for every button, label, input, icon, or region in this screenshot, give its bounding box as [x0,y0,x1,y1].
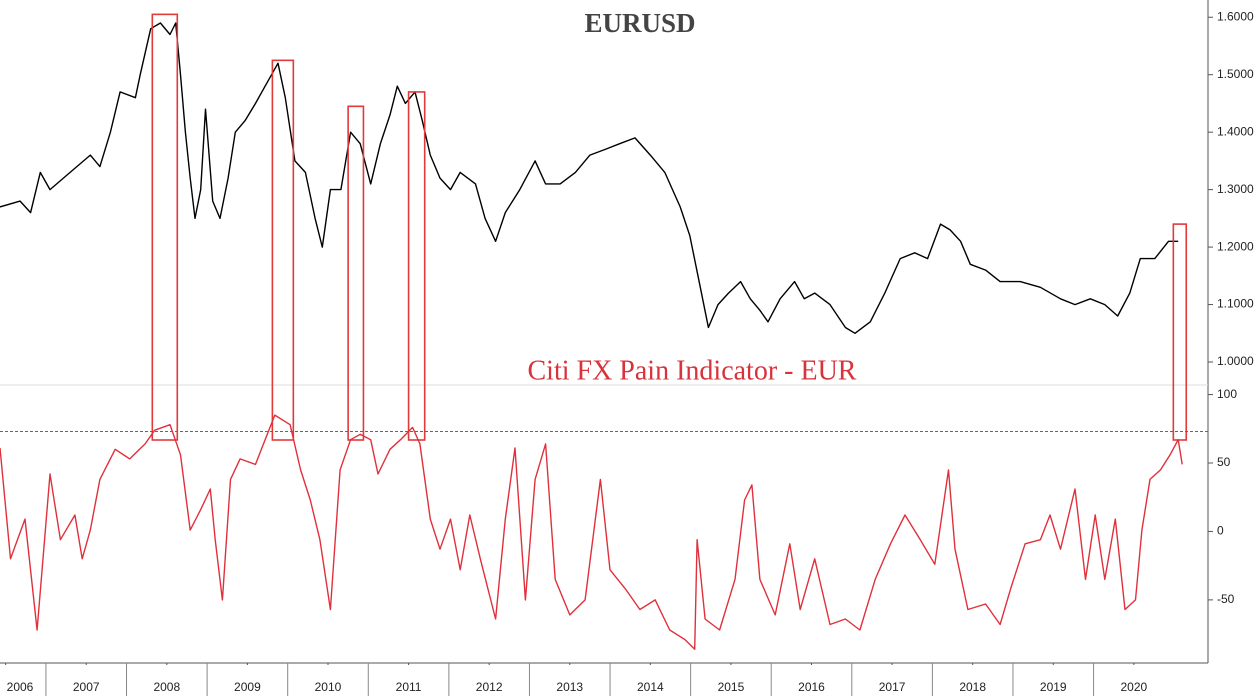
x-tick-label: 2020 [1121,680,1148,694]
x-tick-label: 2013 [556,680,583,694]
x-tick-label: 2015 [718,680,745,694]
x-tick-label: 2008 [153,680,180,694]
x-tick-label: 2018 [959,680,986,694]
highlight-box [271,59,295,441]
highlight-box [1172,223,1188,441]
highlight-box [407,91,426,441]
y-tick-label: 1.5000 [1217,67,1254,81]
x-tick-label: 2014 [637,680,664,694]
data-line [0,414,1183,650]
x-tick-label: 2007 [73,680,100,694]
x-tick-label: 2017 [879,680,906,694]
chart-title: EURUSD [584,8,695,38]
x-tick-label: 2009 [234,680,261,694]
y-tick-label: 1.3000 [1217,182,1254,196]
x-tick-label: 2010 [315,680,342,694]
y-tick-label: 1.6000 [1217,9,1254,23]
y-tick-label: -50 [1217,592,1235,606]
y-tick-label: 50 [1217,455,1231,469]
data-line [0,22,1179,334]
y-tick-label: 100 [1217,387,1237,401]
panel-title: Citi FX Pain Indicator - EUR [528,355,857,386]
y-tick-label: 1.1000 [1217,297,1254,311]
x-tick-label: 2016 [798,680,825,694]
y-tick-label: 0 [1217,524,1224,538]
y-tick-label: 1.4000 [1217,124,1254,138]
highlight-box [151,13,179,441]
x-tick-label: 2011 [396,680,422,694]
x-tick-label: 2006 [7,680,34,694]
highlight-box [347,105,365,441]
x-tick-label: 2012 [476,680,503,694]
x-tick-label: 2019 [1040,680,1067,694]
y-tick-label: 1.2000 [1217,239,1254,253]
y-tick-label: 1.0000 [1217,354,1254,368]
